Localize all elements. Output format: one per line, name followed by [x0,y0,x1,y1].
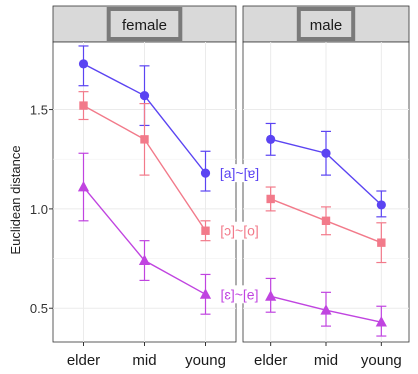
data-point [375,316,387,327]
data-point [265,290,277,301]
data-point [79,101,88,110]
series-square [78,91,211,242]
data-point [376,200,386,210]
data-point [199,288,212,299]
panel-female: female elder mid young [52,5,237,369]
series-triangle [265,277,387,337]
panel-male: male elder mid young [242,5,410,369]
x-tick-label: young [185,352,226,369]
data-point [140,135,149,144]
series-circle [265,122,387,218]
y-tick-label: 0.5 [30,301,48,316]
data-point [78,59,89,69]
x-tick-label: elder [254,352,287,369]
x-tick-label: mid [132,352,156,369]
x-tick-label: young [361,352,402,369]
series-label: [a]~[ɐ] [220,165,259,181]
data-point [201,226,210,235]
series-label-background [218,221,261,240]
y-tick-label: 1.0 [30,202,48,217]
data-point [139,91,150,101]
strip-label-highlight [296,7,356,41]
data-point [320,304,332,315]
panels: 0.5 1.0 1.5 female elder mid young male elder mid… [30,5,410,369]
strip-label: male [310,17,343,34]
data-point [266,194,275,204]
data-point [321,216,331,226]
data-point [77,181,90,192]
x-tick-label: elder [67,352,100,369]
strip-label-highlight [106,7,183,41]
y-tick-label: 1.5 [30,103,48,118]
strip-label: female [122,17,167,34]
series-triangle [77,152,212,315]
x-tick-label: mid [314,352,338,369]
series-label-background [217,164,262,183]
strip-background [52,5,237,43]
data-point [200,168,211,178]
series-label: [ɛ]~[e] [221,286,259,302]
data-point [266,134,276,144]
series-label: [ɔ]~[o] [220,223,259,239]
strip-background [242,5,410,43]
data-point [321,148,331,158]
series-square [265,186,387,264]
series-label-background [218,285,261,304]
y-axis-title: Euclidean distance [8,145,23,254]
data-point [138,254,151,265]
data-point [377,238,386,247]
